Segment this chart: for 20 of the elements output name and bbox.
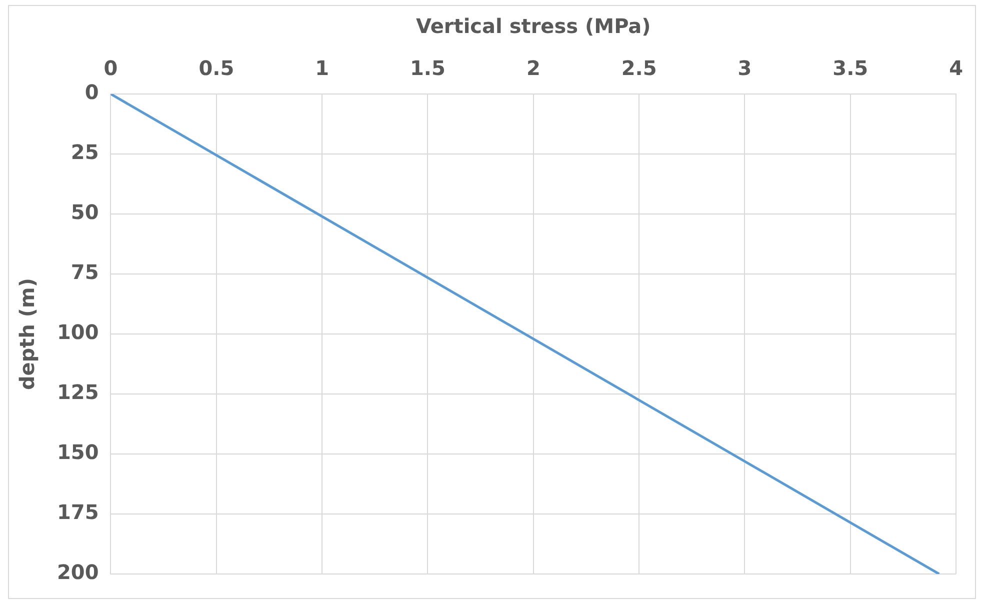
x-tick-label: 2.5 [621, 56, 657, 80]
x-axis-title: Vertical stress (MPa) [416, 14, 651, 38]
y-tick-label: 0 [84, 80, 99, 104]
y-tick-label: 50 [70, 200, 99, 224]
x-tick-label: 0 [104, 56, 118, 80]
x-tick-label: 3 [738, 56, 752, 80]
y-tick-label: 150 [57, 440, 99, 464]
x-tick-label: 4 [949, 56, 964, 80]
x-tick-label: 1 [315, 56, 330, 80]
y-tick-label: 125 [57, 380, 99, 404]
y-tick-label: 75 [70, 260, 99, 284]
y-tick-label: 100 [57, 320, 99, 344]
y-tick-label: 25 [70, 140, 99, 164]
y-tick-label: 175 [57, 500, 99, 524]
x-tick-label: 3.5 [832, 56, 868, 80]
y-tick-label: 200 [57, 560, 99, 584]
y-axis-title: depth (m) [15, 278, 40, 390]
x-tick-label: 2 [526, 56, 540, 80]
x-tick-label: 1.5 [410, 56, 446, 80]
x-tick-label: 0.5 [198, 56, 234, 80]
